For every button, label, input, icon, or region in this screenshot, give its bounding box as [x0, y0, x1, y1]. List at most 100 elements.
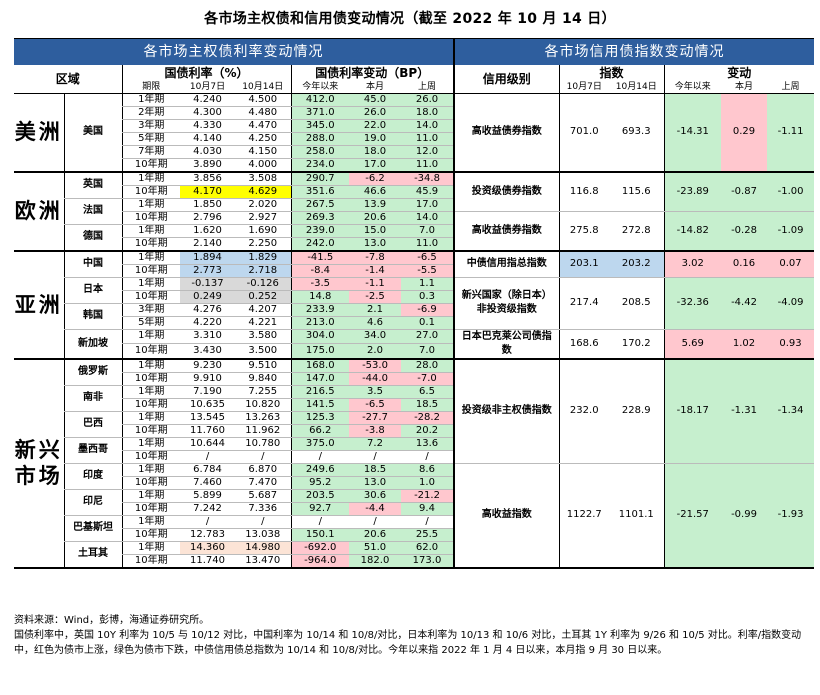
credit-d1: 1122.7 — [558, 463, 609, 569]
sov-d2: 7.470 — [235, 476, 291, 490]
sov-wow: 14.0 — [401, 211, 454, 225]
sov-wow: 7.0 — [401, 224, 454, 238]
sov-mtd: 13.0 — [349, 476, 401, 490]
sov-d1: 3.856 — [180, 171, 235, 186]
sov-ytd: 375.0 — [290, 437, 349, 451]
sov-d1: / — [180, 450, 235, 464]
col-date-2: 10月14日 — [235, 80, 291, 94]
table-row: 美洲 美国 1年期 4.240 4.500 412.0 45.0 26.0 高收益债券指数 701… — [14, 93, 815, 173]
sov-mtd: 3.5 — [349, 385, 401, 399]
sov-mtd: / — [349, 515, 401, 529]
sov-mtd: -27.7 — [349, 411, 401, 425]
sov-wow: 12.0 — [401, 145, 454, 159]
credit-wow: -1.34 — [767, 358, 815, 464]
country-fr: 法国 — [63, 198, 122, 225]
credit-ytd: 5.69 — [663, 329, 721, 360]
credit-index-name: 日本巴克莱公司债指数 — [453, 329, 559, 360]
country-de: 德国 — [63, 224, 122, 252]
sov-tenor: 10年期 — [121, 528, 180, 542]
sov-ytd: 168.0 — [290, 358, 349, 373]
sov-ytd: 242.0 — [290, 237, 349, 252]
sov-tenor: 1年期 — [121, 411, 180, 425]
method-note: 国债利率中，英国 10Y 利率为 10/5 与 10/12 对比，中国利率为 1… — [14, 630, 802, 656]
sov-d2: 4.250 — [235, 132, 291, 146]
table-row: 墨西哥 1年期 10.644 10.780 375.0 7.2 13.6 — [14, 437, 814, 464]
sov-d2: 4.480 — [235, 106, 291, 120]
sov-d2: 4.000 — [235, 158, 291, 173]
sov-mtd: 13.0 — [349, 237, 401, 252]
sov-d2: 7.255 — [235, 385, 291, 399]
sov-ytd: 14.8 — [290, 290, 349, 304]
sov-wow: / — [401, 450, 454, 464]
sov-d2: 2.718 — [235, 264, 291, 278]
sov-ytd: 66.2 — [290, 424, 349, 438]
credit-wow: -1.11 — [767, 93, 815, 173]
sov-d1: 10.635 — [180, 398, 235, 412]
sov-wow: -5.5 — [401, 264, 454, 278]
sov-mtd: 22.0 — [349, 119, 401, 133]
credit-wow: -1.93 — [767, 463, 815, 569]
country-sg: 新加坡 — [63, 329, 122, 360]
table-row: 10年期 4.170 4.629 351.6 46.6 45.9 — [14, 185, 814, 199]
sov-tenor: 10年期 — [121, 476, 180, 490]
table-row: 5年期 4.220 4.221 213.0 4.6 0.1 — [14, 316, 814, 330]
sov-ytd: 269.3 — [290, 211, 349, 225]
sov-wow: 18.0 — [401, 106, 454, 120]
sov-tenor: 5年期 — [121, 132, 180, 146]
sov-d1: 4.220 — [180, 316, 235, 330]
sov-d1: 10.644 — [180, 437, 235, 451]
credit-index-name: 投资级债券指数 — [453, 171, 559, 212]
sov-d1: 1.850 — [180, 198, 235, 212]
sov-ytd: 412.0 — [290, 93, 349, 107]
sov-d1: 9.910 — [180, 372, 235, 386]
table-row: 5年期 4.140 4.250 288.0 19.0 11.0 — [14, 132, 814, 146]
sov-d1: 4.030 — [180, 145, 235, 159]
sov-ytd: 216.5 — [290, 385, 349, 399]
sov-ytd: 234.0 — [290, 158, 349, 173]
sov-tenor: 2年期 — [121, 106, 180, 120]
sov-ytd: 290.7 — [290, 171, 349, 186]
sov-mtd: 13.9 — [349, 198, 401, 212]
country-tr: 土耳其 — [63, 541, 122, 569]
sov-d1: 3.890 — [180, 158, 235, 173]
sov-ytd: 95.2 — [290, 476, 349, 490]
sov-mtd: 20.6 — [349, 211, 401, 225]
sov-ytd: -692.0 — [290, 541, 349, 555]
sov-ytd: 239.0 — [290, 224, 349, 238]
sov-wow: 8.6 — [401, 463, 454, 477]
credit-wow: 0.93 — [767, 329, 815, 360]
sov-wow: 1.1 — [401, 277, 454, 291]
table-row: 日本 1年期 -0.137 -0.126 -3.5 -1.1 1.1 新兴国家（除日本）非投资… — [14, 277, 815, 330]
sov-ytd: -964.0 — [290, 554, 349, 569]
sov-wow: 20.2 — [401, 424, 454, 438]
sov-tenor: 10年期 — [121, 554, 180, 569]
table-row: 土耳其 1年期 14.360 14.980 -692.0 51.0 62.0 — [14, 541, 814, 569]
sov-mtd: -53.0 — [349, 358, 401, 373]
sov-ytd: -3.5 — [290, 277, 349, 291]
sov-mtd: / — [349, 450, 401, 464]
sov-tenor: 10年期 — [121, 343, 180, 360]
sov-wow: -21.2 — [401, 489, 454, 503]
sov-d1: 4.330 — [180, 119, 235, 133]
credit-d2: 170.2 — [609, 329, 664, 360]
footnotes: 资料来源：Wind，彭博，海通证券研究所。 国债利率中，英国 10Y 利率为 1… — [14, 613, 814, 658]
sov-tenor: 1年期 — [121, 463, 180, 477]
sov-wow: 7.0 — [401, 343, 454, 360]
sov-d2: 4.500 — [235, 93, 291, 107]
sov-d2: 13.263 — [235, 411, 291, 425]
sov-tenor: 1年期 — [121, 224, 180, 238]
sov-d1: 12.783 — [180, 528, 235, 542]
country-kr: 韩国 — [63, 303, 122, 330]
table-row: 7年期 4.030 4.150 258.0 18.0 12.0 — [14, 145, 814, 159]
table-row: 10年期 11.740 13.470 -964.0 182.0 173.0 — [14, 554, 814, 569]
sov-ytd: / — [290, 515, 349, 529]
sov-d1: 3.310 — [180, 329, 235, 344]
sov-ytd: 92.7 — [290, 502, 349, 516]
credit-ytd: -14.82 — [663, 211, 721, 252]
sov-d1: 14.360 — [180, 541, 235, 555]
sov-d2: / — [235, 515, 291, 529]
sov-d1: 6.784 — [180, 463, 235, 477]
credit-d1: 232.0 — [558, 358, 609, 464]
sov-d2: -0.126 — [235, 277, 291, 291]
sov-wow: 45.9 — [401, 185, 454, 199]
